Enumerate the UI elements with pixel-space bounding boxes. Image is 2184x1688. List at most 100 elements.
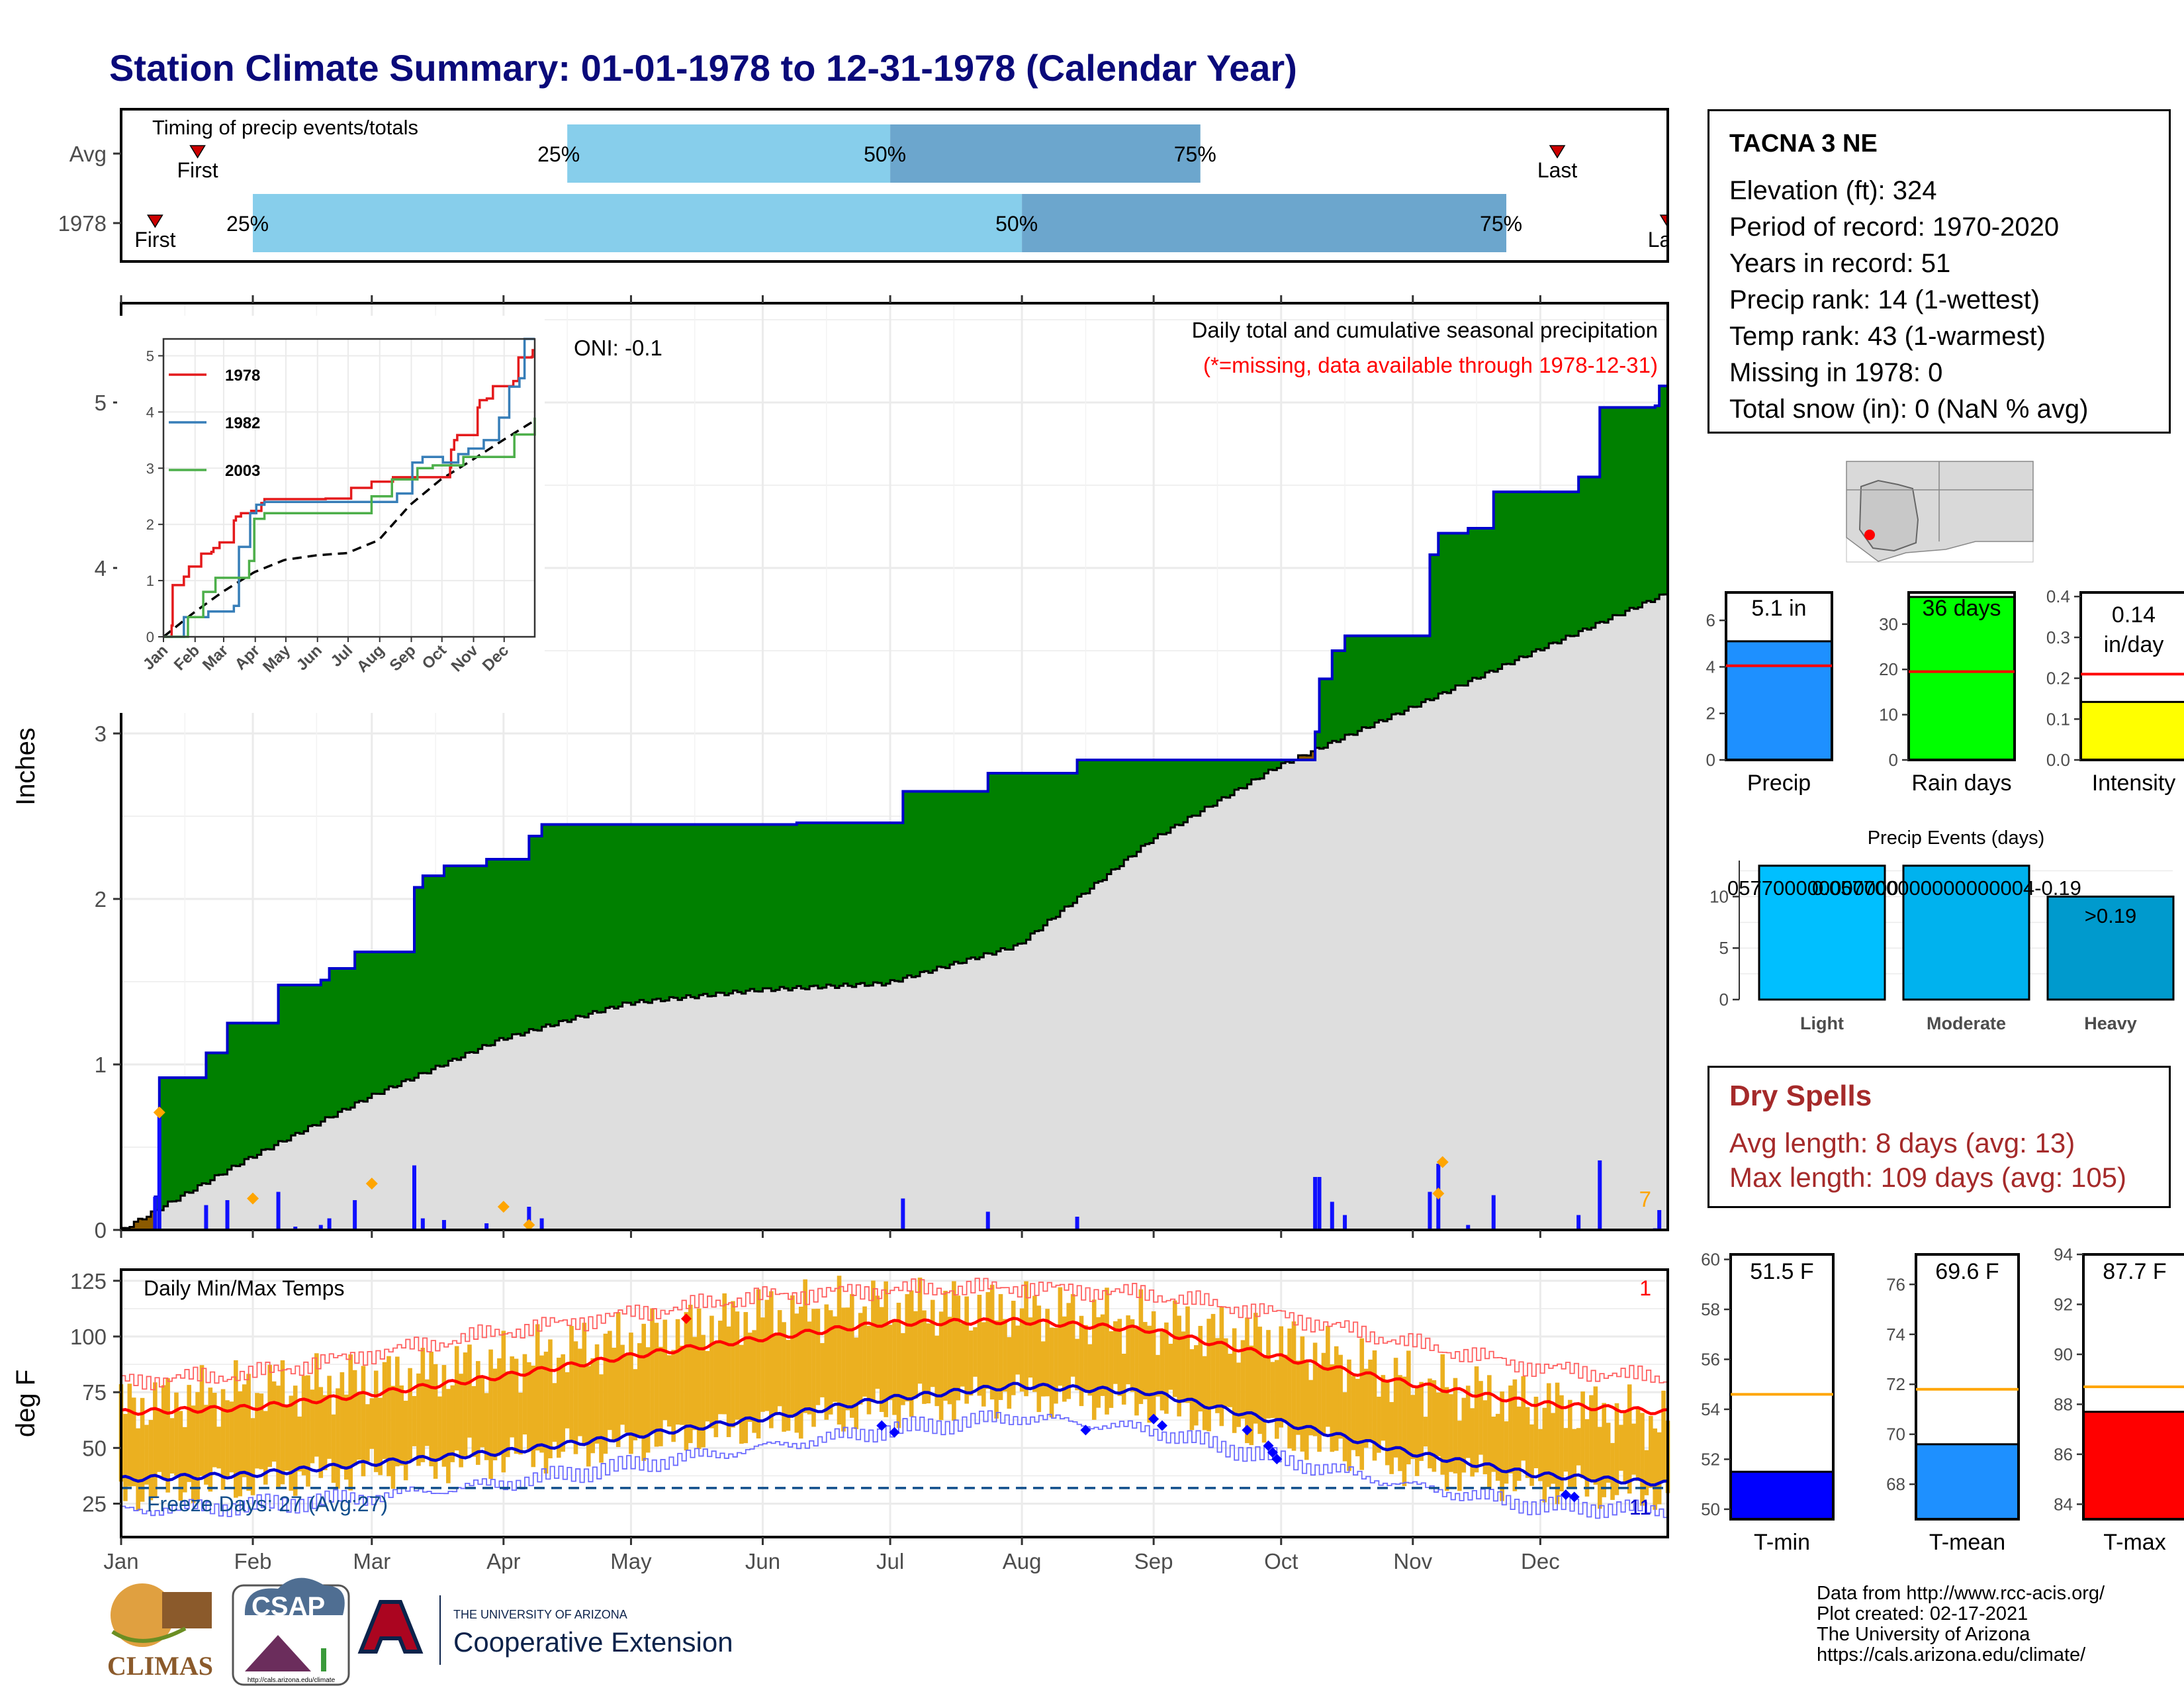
inset-y-tick-label: 4 <box>146 404 154 420</box>
daily-temp-range-bar <box>1372 1350 1377 1461</box>
daily-temp-range-bar <box>1589 1395 1594 1481</box>
daily-temp-range-bar <box>1410 1395 1416 1460</box>
daily-temp-range-bar <box>1538 1429 1543 1481</box>
month-label: Dec <box>1521 1549 1560 1573</box>
daily-temp-range-bar <box>174 1392 179 1476</box>
daily-temp-range-bar <box>777 1310 782 1407</box>
daily-temp-range-bar <box>612 1347 617 1442</box>
daily-temp-range-bar <box>1347 1359 1351 1472</box>
daily-temp-range-bar <box>981 1322 986 1407</box>
daily-temp-range-bar <box>1181 1331 1186 1403</box>
y-tick-label: 0 <box>95 1218 107 1243</box>
daily-temp-range-bar <box>1338 1354 1343 1439</box>
daily-temp-range-bar <box>760 1317 765 1412</box>
daily-temp-range-bar <box>212 1393 217 1468</box>
daily-temp-range-bar <box>229 1401 234 1473</box>
daily-temp-range-bar <box>238 1391 243 1497</box>
daily-precip-bar <box>1317 1177 1322 1230</box>
legend-label: 2003 <box>225 462 260 480</box>
daily-temp-range-bar <box>1164 1322 1169 1414</box>
daily-temp-range-bar <box>815 1309 821 1405</box>
daily-temp-range-bar <box>884 1281 888 1417</box>
daily-temp-range-bar <box>514 1358 519 1454</box>
daily-temp-range-bar <box>1219 1306 1224 1427</box>
daily-temp-range-bar <box>578 1348 582 1436</box>
daily-temp-range-bar <box>1657 1432 1662 1505</box>
event-category-label: Heavy <box>2084 1013 2137 1033</box>
legend-label: 1978 <box>225 367 260 385</box>
mini-frame <box>1725 591 1833 761</box>
daily-temp-range-bar <box>565 1372 570 1429</box>
y-tick-label: 4 <box>95 556 107 581</box>
last-label: Last <box>1537 158 1578 182</box>
daily-temp-range-bar <box>790 1295 795 1415</box>
daily-temp-range-bar <box>828 1310 833 1415</box>
daily-temp-range-bar <box>871 1280 876 1402</box>
daily-temp-range-bar <box>1304 1360 1309 1460</box>
daily-temp-range-bar <box>654 1323 659 1447</box>
daily-temp-range-bar <box>934 1335 940 1407</box>
daily-temp-range-bar <box>352 1370 357 1466</box>
daily-temp-range-bar <box>1432 1380 1437 1472</box>
inset-y-tick-label: 5 <box>146 348 154 364</box>
daily-temp-range-bar <box>399 1385 404 1466</box>
daily-temp-range-bar <box>858 1313 863 1405</box>
daily-temp-range-bar <box>688 1305 693 1444</box>
daily-temp-range-bar <box>1291 1321 1297 1451</box>
timing-clip <box>1669 106 1696 298</box>
daily-temp-range-bar <box>717 1321 723 1415</box>
daily-temp-range-bar <box>782 1322 786 1432</box>
daily-temp-range-bar <box>1474 1366 1479 1473</box>
daily-temp-range-bar <box>947 1317 952 1405</box>
timing-title: Timing of precip events/totals <box>152 116 418 139</box>
daily-temp-range-bar <box>1542 1407 1547 1503</box>
daily-temp-range-bar <box>289 1395 294 1491</box>
daily-temp-range-bar <box>820 1342 825 1397</box>
y-tick-label: 94 <box>2054 1244 2073 1264</box>
daily-temp-range-bar <box>1194 1345 1199 1426</box>
station-name: TACNA 3 NE <box>1729 130 1878 158</box>
y-tick-label: 70 <box>1886 1425 1905 1444</box>
daily-temp-range-bar <box>1461 1397 1467 1473</box>
daily-temp-range-bar <box>633 1369 638 1440</box>
month-label: Jan <box>103 1549 138 1573</box>
daily-temp-range-bar <box>1270 1362 1275 1419</box>
daily-temp-range-bar <box>952 1281 956 1421</box>
daily-temp-range-bar <box>1019 1308 1024 1392</box>
daily-temp-range-bar <box>1351 1376 1356 1450</box>
daily-temp-range-bar <box>1482 1400 1488 1475</box>
event-bar <box>1758 865 1886 1001</box>
y-tick-label: 68 <box>1886 1474 1905 1494</box>
daily-temp-range-bar <box>1312 1342 1318 1436</box>
daily-temp-range-bar <box>1121 1353 1126 1405</box>
y-tick-label: 50 <box>1701 1499 1720 1519</box>
y-tick-label: 4 <box>1706 657 1715 677</box>
daily-temp-range-bar <box>183 1427 187 1493</box>
event-bar-label: 057700000000000 <box>1727 876 1899 900</box>
daily-temp-range-bar <box>1249 1345 1254 1446</box>
daily-temp-range-bar <box>285 1404 289 1471</box>
daily-precip-bar <box>318 1225 323 1230</box>
category-label: T-min <box>1754 1530 1810 1555</box>
daily-temp-range-bar <box>437 1396 442 1460</box>
daily-temp-range-bar <box>739 1344 744 1444</box>
event-diamond <box>523 1219 535 1231</box>
daily-temp-range-bar <box>271 1381 277 1462</box>
daily-temp-range-bar <box>1223 1338 1228 1407</box>
daily-temp-range-bar <box>522 1354 527 1435</box>
daily-temp-range-bar <box>1529 1424 1534 1486</box>
daily-temp-range-bar <box>216 1427 221 1469</box>
daily-temp-range-bar <box>390 1385 396 1489</box>
dry-spells-heading: Dry Spells <box>1729 1080 1872 1112</box>
value-label: 87.7 F <box>2103 1259 2166 1284</box>
inset-y-tick-label: 0 <box>146 629 154 645</box>
daily-temp-range-bar <box>1516 1406 1522 1481</box>
daily-temp-range-bar <box>573 1341 578 1454</box>
daily-temp-range-bar <box>561 1354 566 1452</box>
daily-temp-range-bar <box>1436 1392 1441 1456</box>
daily-temp-range-bar <box>136 1428 140 1511</box>
timing-bar-q50-q75 <box>1022 194 1507 252</box>
daily-temp-range-bar <box>1619 1425 1623 1471</box>
precip-subtitle: (*=missing, data available through 1978-… <box>1203 353 1658 377</box>
y-tick-label: 88 <box>2054 1394 2073 1414</box>
